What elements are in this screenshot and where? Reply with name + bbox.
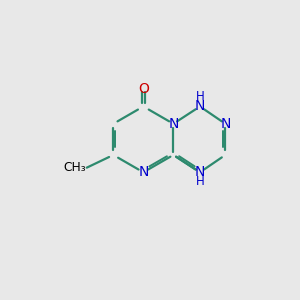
Text: N: N bbox=[195, 165, 205, 179]
Text: H: H bbox=[196, 90, 204, 103]
Text: N: N bbox=[168, 117, 178, 131]
Text: O: O bbox=[138, 82, 149, 96]
Text: N: N bbox=[220, 117, 230, 131]
Text: H: H bbox=[196, 176, 204, 188]
Text: CH₃: CH₃ bbox=[63, 161, 86, 174]
Text: N: N bbox=[138, 165, 148, 179]
Text: N: N bbox=[195, 100, 205, 113]
